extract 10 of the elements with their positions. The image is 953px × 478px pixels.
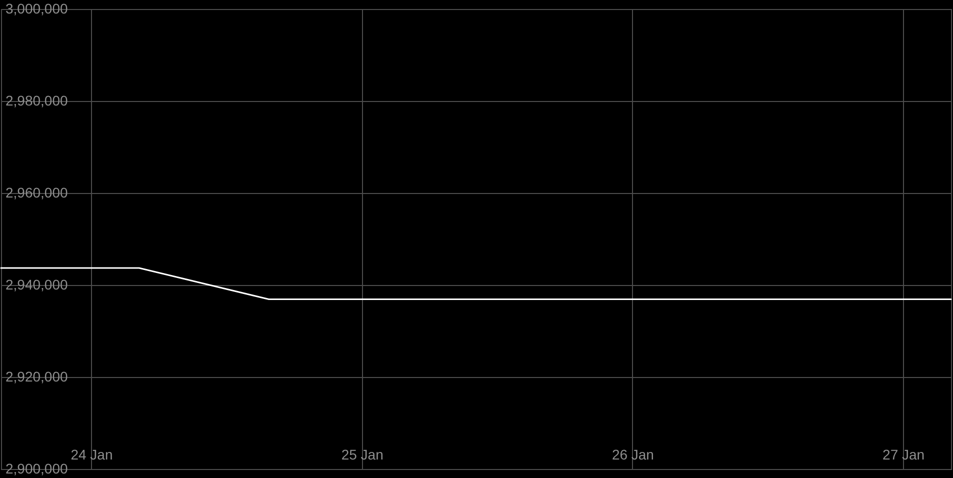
y-tick-label: 2,900,000 — [6, 460, 68, 476]
x-tick-label: 24 Jan — [70, 446, 113, 462]
y-tick-label: 2,940,000 — [6, 276, 68, 292]
x-tick-label: 27 Jan — [882, 446, 925, 462]
y-tick-label: 2,960,000 — [6, 184, 68, 200]
y-tick-label: 2,980,000 — [6, 92, 68, 108]
y-tick-label: 3,000,000 — [6, 0, 68, 16]
y-tick-label: 2,920,000 — [6, 368, 68, 384]
x-tick-label: 25 Jan — [341, 446, 384, 462]
x-tick-label: 26 Jan — [612, 446, 654, 462]
